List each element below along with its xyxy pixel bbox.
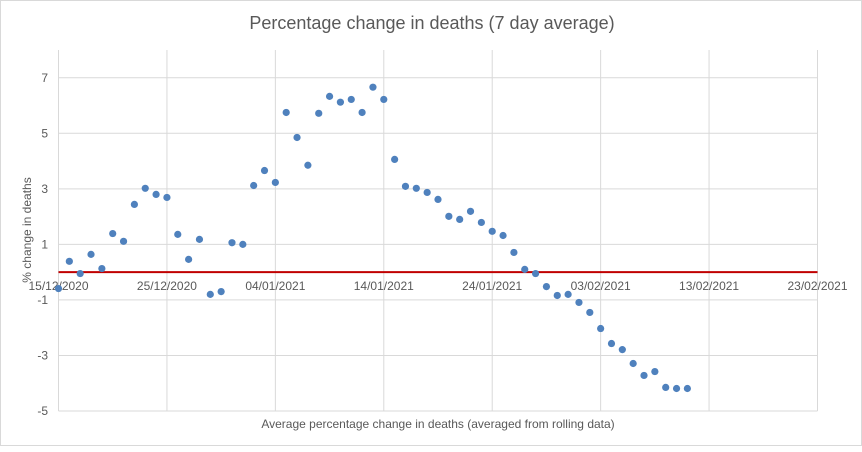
data-point [542,282,551,291]
data-point [391,155,399,164]
data-point [260,166,269,175]
data-point [185,255,193,263]
chart-title: Percentage change in deaths (7 day avera… [249,13,614,33]
x-tick-label: 23/02/2021 [787,279,847,293]
data-point [640,371,648,380]
data-point [564,290,572,298]
data-point [553,291,561,300]
data-point [466,207,475,215]
x-tick-label: 24/01/2021 [462,279,522,293]
data-point [380,95,388,104]
data-point [586,308,594,317]
x-tick-label: 13/02/2021 [679,279,739,293]
data-point [87,250,95,258]
y-tick-label: 1 [41,237,48,251]
data-point [488,227,496,235]
y-tick-label: -3 [37,348,48,362]
y-tick-label: 5 [41,126,48,140]
data-point [499,231,507,240]
data-point [401,182,410,190]
data-point [195,235,204,243]
data-point [119,237,128,245]
data-point [76,269,84,278]
data-point [521,265,529,273]
x-tick-label: 03/02/2021 [571,279,631,293]
data-point [304,161,312,169]
x-tick-label: 14/01/2021 [354,279,414,293]
data-point [412,184,420,192]
data-point [445,212,453,220]
data-point [228,239,236,247]
data-point [618,346,626,354]
data-point [477,218,485,227]
data-point [607,339,616,348]
data-point [575,298,583,307]
data-point [239,240,247,248]
data-point [98,264,106,273]
data-point [65,257,73,265]
data-point [434,195,442,203]
x-axis-title: Average percentage change in deaths (ave… [261,417,614,431]
y-tick-label: -5 [37,404,48,418]
x-tick-label: 04/01/2021 [245,279,305,293]
data-point [423,188,431,197]
data-point [109,229,117,238]
data-point [271,178,279,187]
data-point [282,108,290,117]
y-tick-label: 3 [41,182,48,196]
data-point [141,184,149,192]
data-point [662,383,670,391]
data-point [293,133,301,142]
data-point [358,108,366,117]
data-point [174,230,182,238]
y-axis-title: % change in deaths [20,177,34,282]
data-point [369,83,377,91]
data-point [152,190,160,198]
data-point [456,215,464,223]
data-point [250,181,258,190]
data-point [510,248,518,257]
data-point [206,290,214,298]
x-tick-label: 25/12/2020 [137,279,197,293]
y-tick-label: -1 [37,293,48,307]
data-point [336,98,345,106]
data-point [315,109,323,117]
data-point [651,367,659,376]
data-point [683,384,691,393]
data-point [347,95,355,104]
data-point [672,384,681,393]
data-point [54,284,63,293]
data-point [531,269,540,278]
data-point [163,193,171,202]
data-point [629,359,637,368]
data-point [217,287,225,296]
data-point [597,324,605,333]
y-tick-label: 7 [41,71,48,85]
data-point [130,200,138,208]
data-point [325,92,334,100]
